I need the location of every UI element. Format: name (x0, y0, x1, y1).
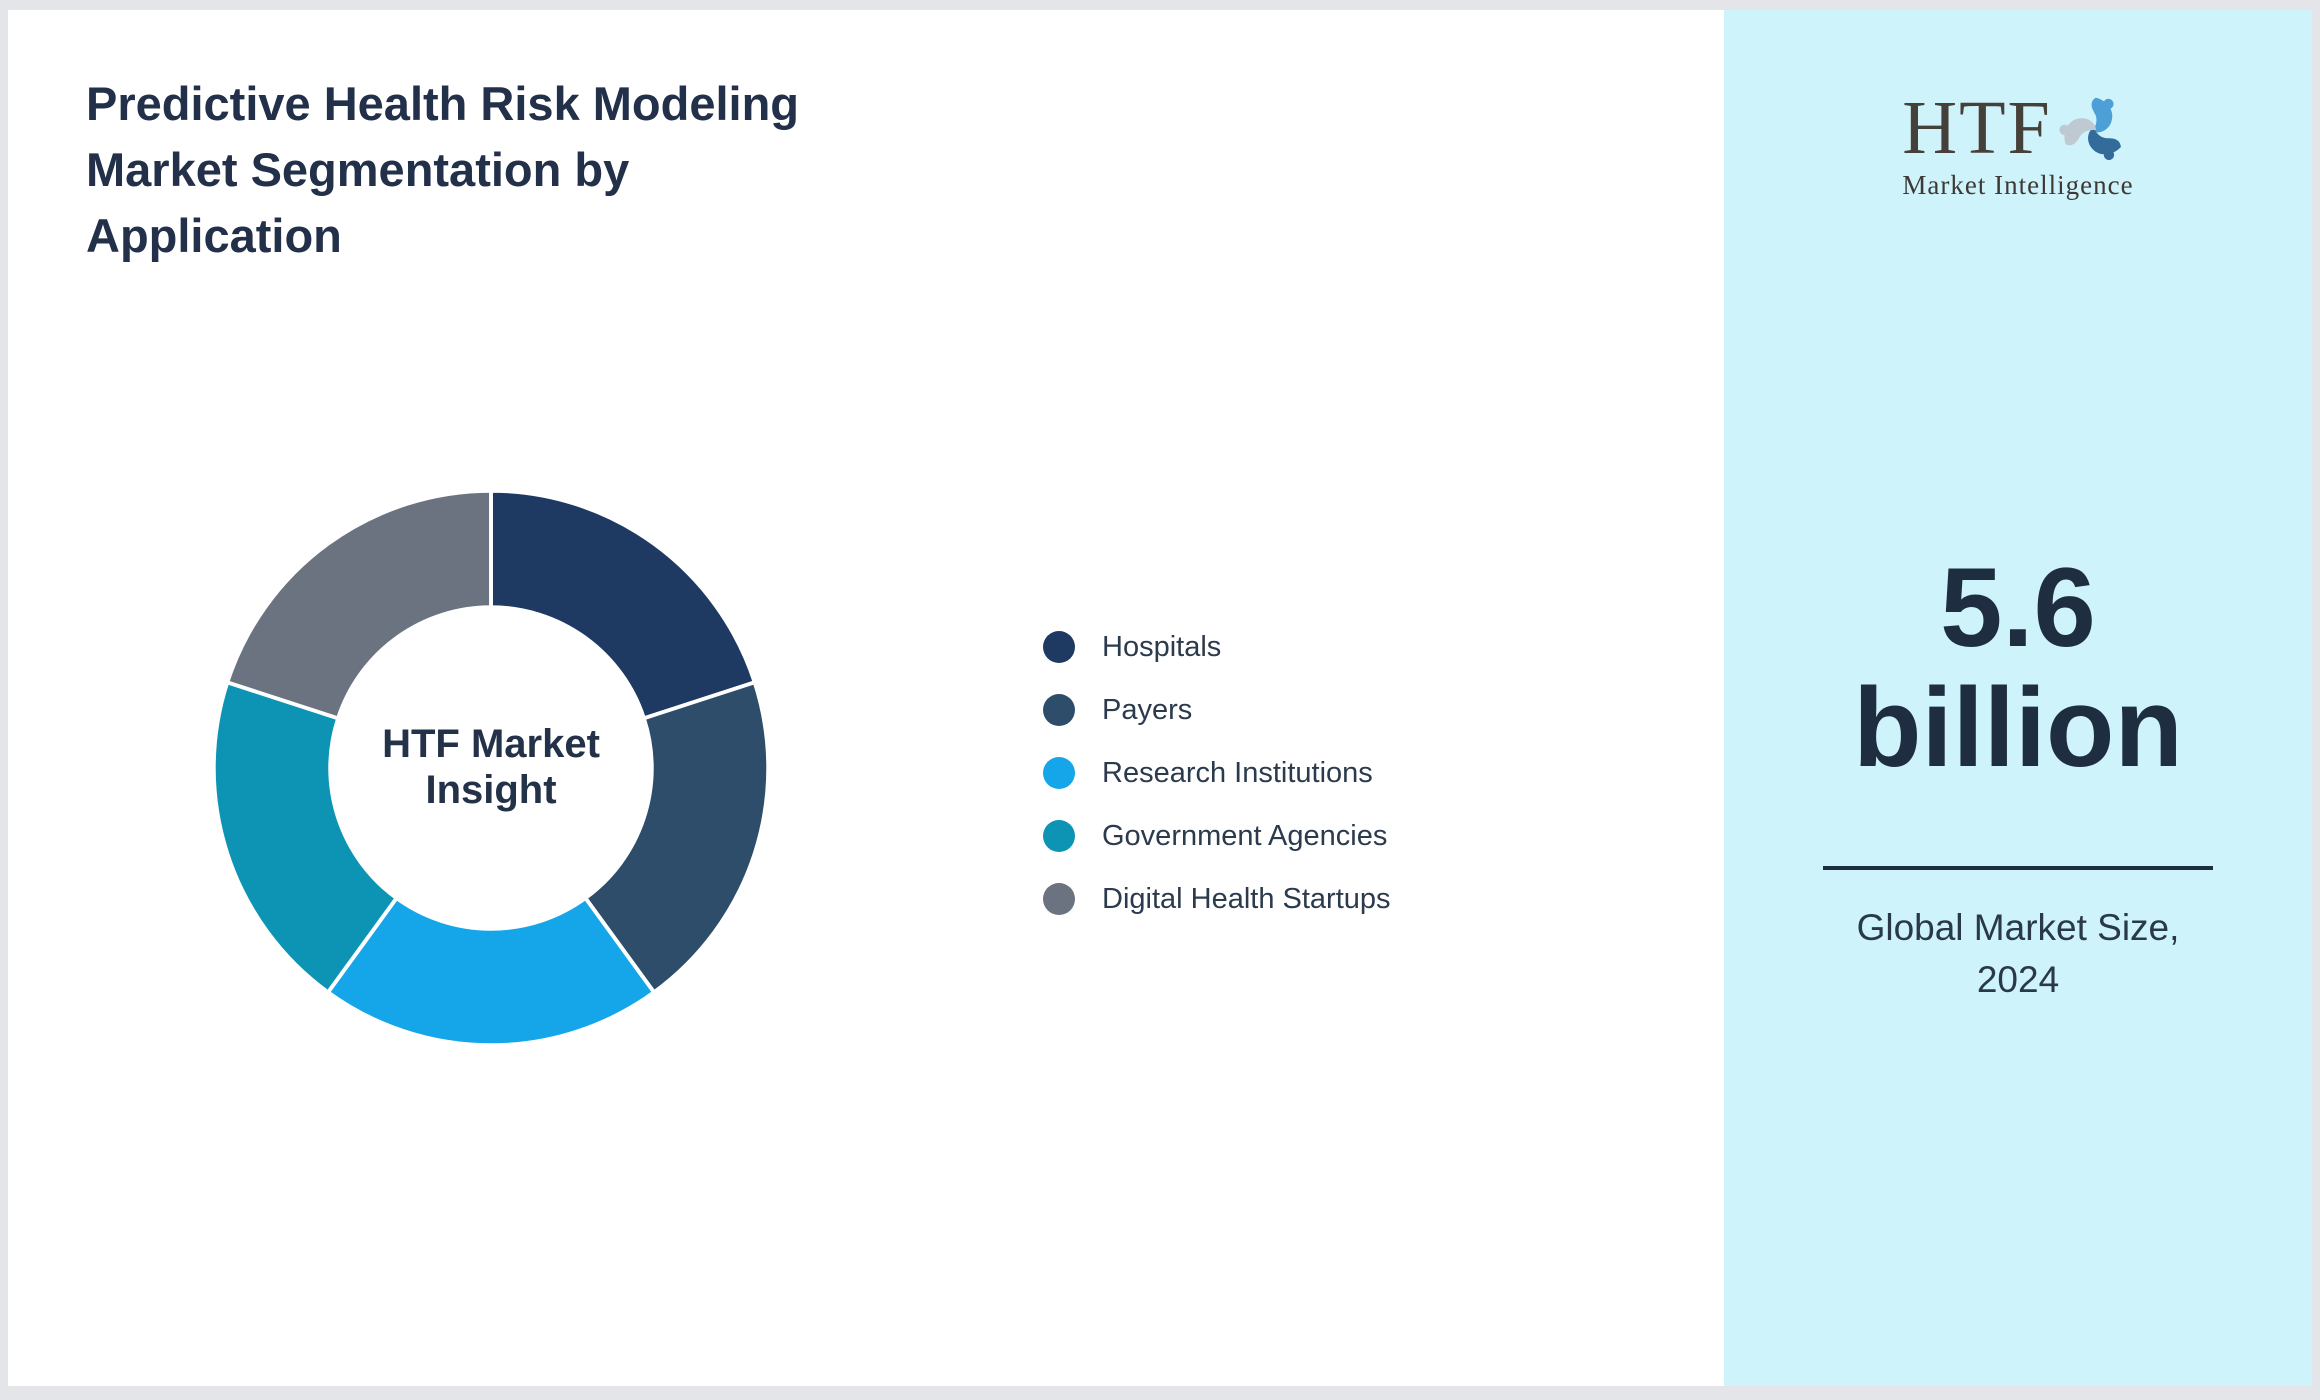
donut-chart-wrap (211, 488, 771, 1048)
donut-segment-research-institutions (326, 896, 656, 1048)
htf-logo: HTF (1724, 88, 2312, 200)
donut-segment-government-agencies (211, 680, 399, 995)
legend-item-digital-health-startups: Digital Health Startups (1043, 883, 1391, 915)
legend-item-label: Digital Health Startups (1102, 883, 1391, 915)
legend-item-hospitals: Hospitals (1043, 631, 1391, 663)
htf-logo-subtext: Market Intelligence (1902, 170, 2134, 200)
legend-item-label: Government Agencies (1102, 820, 1388, 852)
legend-item-label: Research Institutions (1102, 757, 1373, 789)
page-title-line-1: Predictive Health Risk Modeling (86, 77, 800, 131)
page-title-line-2: Market Segmentation by (86, 143, 630, 197)
market-size-number: 5.6 (1940, 545, 2096, 670)
donut-center-label: HTF Market Insight (382, 722, 600, 812)
donut-segment-digital-health-startups (225, 488, 493, 721)
legend-dot-icon (1043, 883, 1075, 915)
sidebar-panel: HTF (1724, 10, 2312, 1386)
legend-item-label: Hospitals (1102, 631, 1222, 663)
page-title-line-3: Application (86, 209, 342, 263)
divider-line (1823, 866, 2213, 870)
legend-item-payers: Payers (1043, 694, 1391, 726)
chart-legend: Hospitals Payers Research Institutions G… (1043, 631, 1391, 946)
market-size-unit: billion (1853, 665, 2183, 790)
market-size-caption: Global Market Size, 2024 (1724, 902, 2312, 1006)
legend-item-research-institutions: Research Institutions (1043, 757, 1391, 789)
market-size-caption-line-1: Global Market Size, (1856, 907, 2180, 948)
htf-logo-row: HTF (1724, 88, 2312, 168)
market-size-value: 5.6 billion (1724, 548, 2312, 788)
market-size-caption-line-2: 2024 (1976, 959, 2060, 1000)
legend-item-government-agencies: Government Agencies (1043, 820, 1391, 852)
htf-logo-swirl-icon (2059, 97, 2121, 161)
donut-chart (211, 488, 771, 1048)
legend-item-label: Payers (1102, 694, 1193, 726)
donut-segment-payers (583, 680, 771, 995)
page-title: Predictive Health Risk Modeling Market S… (86, 71, 966, 269)
legend-dot-icon (1043, 757, 1075, 789)
donut-segment-hospitals (489, 488, 757, 721)
legend-dot-icon (1043, 694, 1075, 726)
infographic-card: Predictive Health Risk Modeling Market S… (8, 10, 2312, 1386)
legend-dot-icon (1043, 820, 1075, 852)
htf-logo-text: HTF (1902, 86, 2052, 170)
legend-dot-icon (1043, 631, 1075, 663)
